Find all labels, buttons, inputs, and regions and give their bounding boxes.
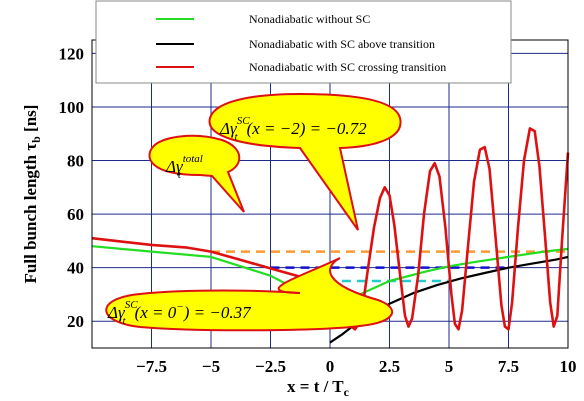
callout-sc-x-minus-2-label: ΔγSC t (x = −2) = −0.72 (219, 115, 367, 143)
callout-sc-x-0-bubble (105, 257, 394, 332)
x-tick-label: 10 (560, 357, 577, 376)
y-tick-label: 60 (67, 205, 84, 224)
x-tick-label: 0 (326, 357, 335, 376)
x-tick-labels: −7.5 −5 −2.5 0 2.5 5 7.5 10 (136, 357, 576, 376)
callout-total: Δγtotal t (148, 134, 245, 213)
legend-box (95, 0, 512, 84)
y-tick-label: 20 (67, 312, 84, 331)
callout-sc-x-0: ΔγSC t (x = 0−) = −0.37 (105, 257, 394, 332)
y-tick-label: 80 (67, 152, 84, 171)
y-tick-label: 120 (59, 44, 85, 63)
y-tick-label: 100 (59, 98, 85, 117)
callout-sc-x-0-label: ΔγSC t (x = 0−) = −0.37 (107, 299, 252, 327)
legend: Nonadiabatic without SC Nonadiabatic wit… (95, 0, 512, 84)
x-tick-label: 5 (445, 357, 454, 376)
y-axis-title: Full bunch length τb [ns] (21, 105, 43, 284)
x-tick-label: 2.5 (379, 357, 400, 376)
y-tick-labels: 20 40 60 80 100 120 (59, 44, 85, 331)
x-tick-label: −5 (202, 357, 220, 376)
callout-total-label: Δγtotal t (165, 153, 203, 181)
legend-label-2: Nonadiabatic with SC crossing transition (249, 60, 446, 74)
reference-lines (211, 250, 568, 283)
x-tick-label: −2.5 (255, 357, 286, 376)
x-tick-label: 7.5 (498, 357, 519, 376)
callout-sc-x-minus-2: ΔγSC t (x = −2) = −0.72 (208, 92, 402, 231)
legend-label-1: Nonadiabatic with SC above transition (249, 37, 435, 51)
callout-sc-x-minus-2-bubble (208, 92, 402, 231)
x-axis-title: x = t / Tc (287, 377, 350, 399)
callout-total-bubble (148, 134, 245, 213)
x-tick-label: −7.5 (136, 357, 167, 376)
y-tick-label: 40 (67, 259, 84, 278)
legend-label-0: Nonadiabatic without SC (249, 12, 370, 26)
